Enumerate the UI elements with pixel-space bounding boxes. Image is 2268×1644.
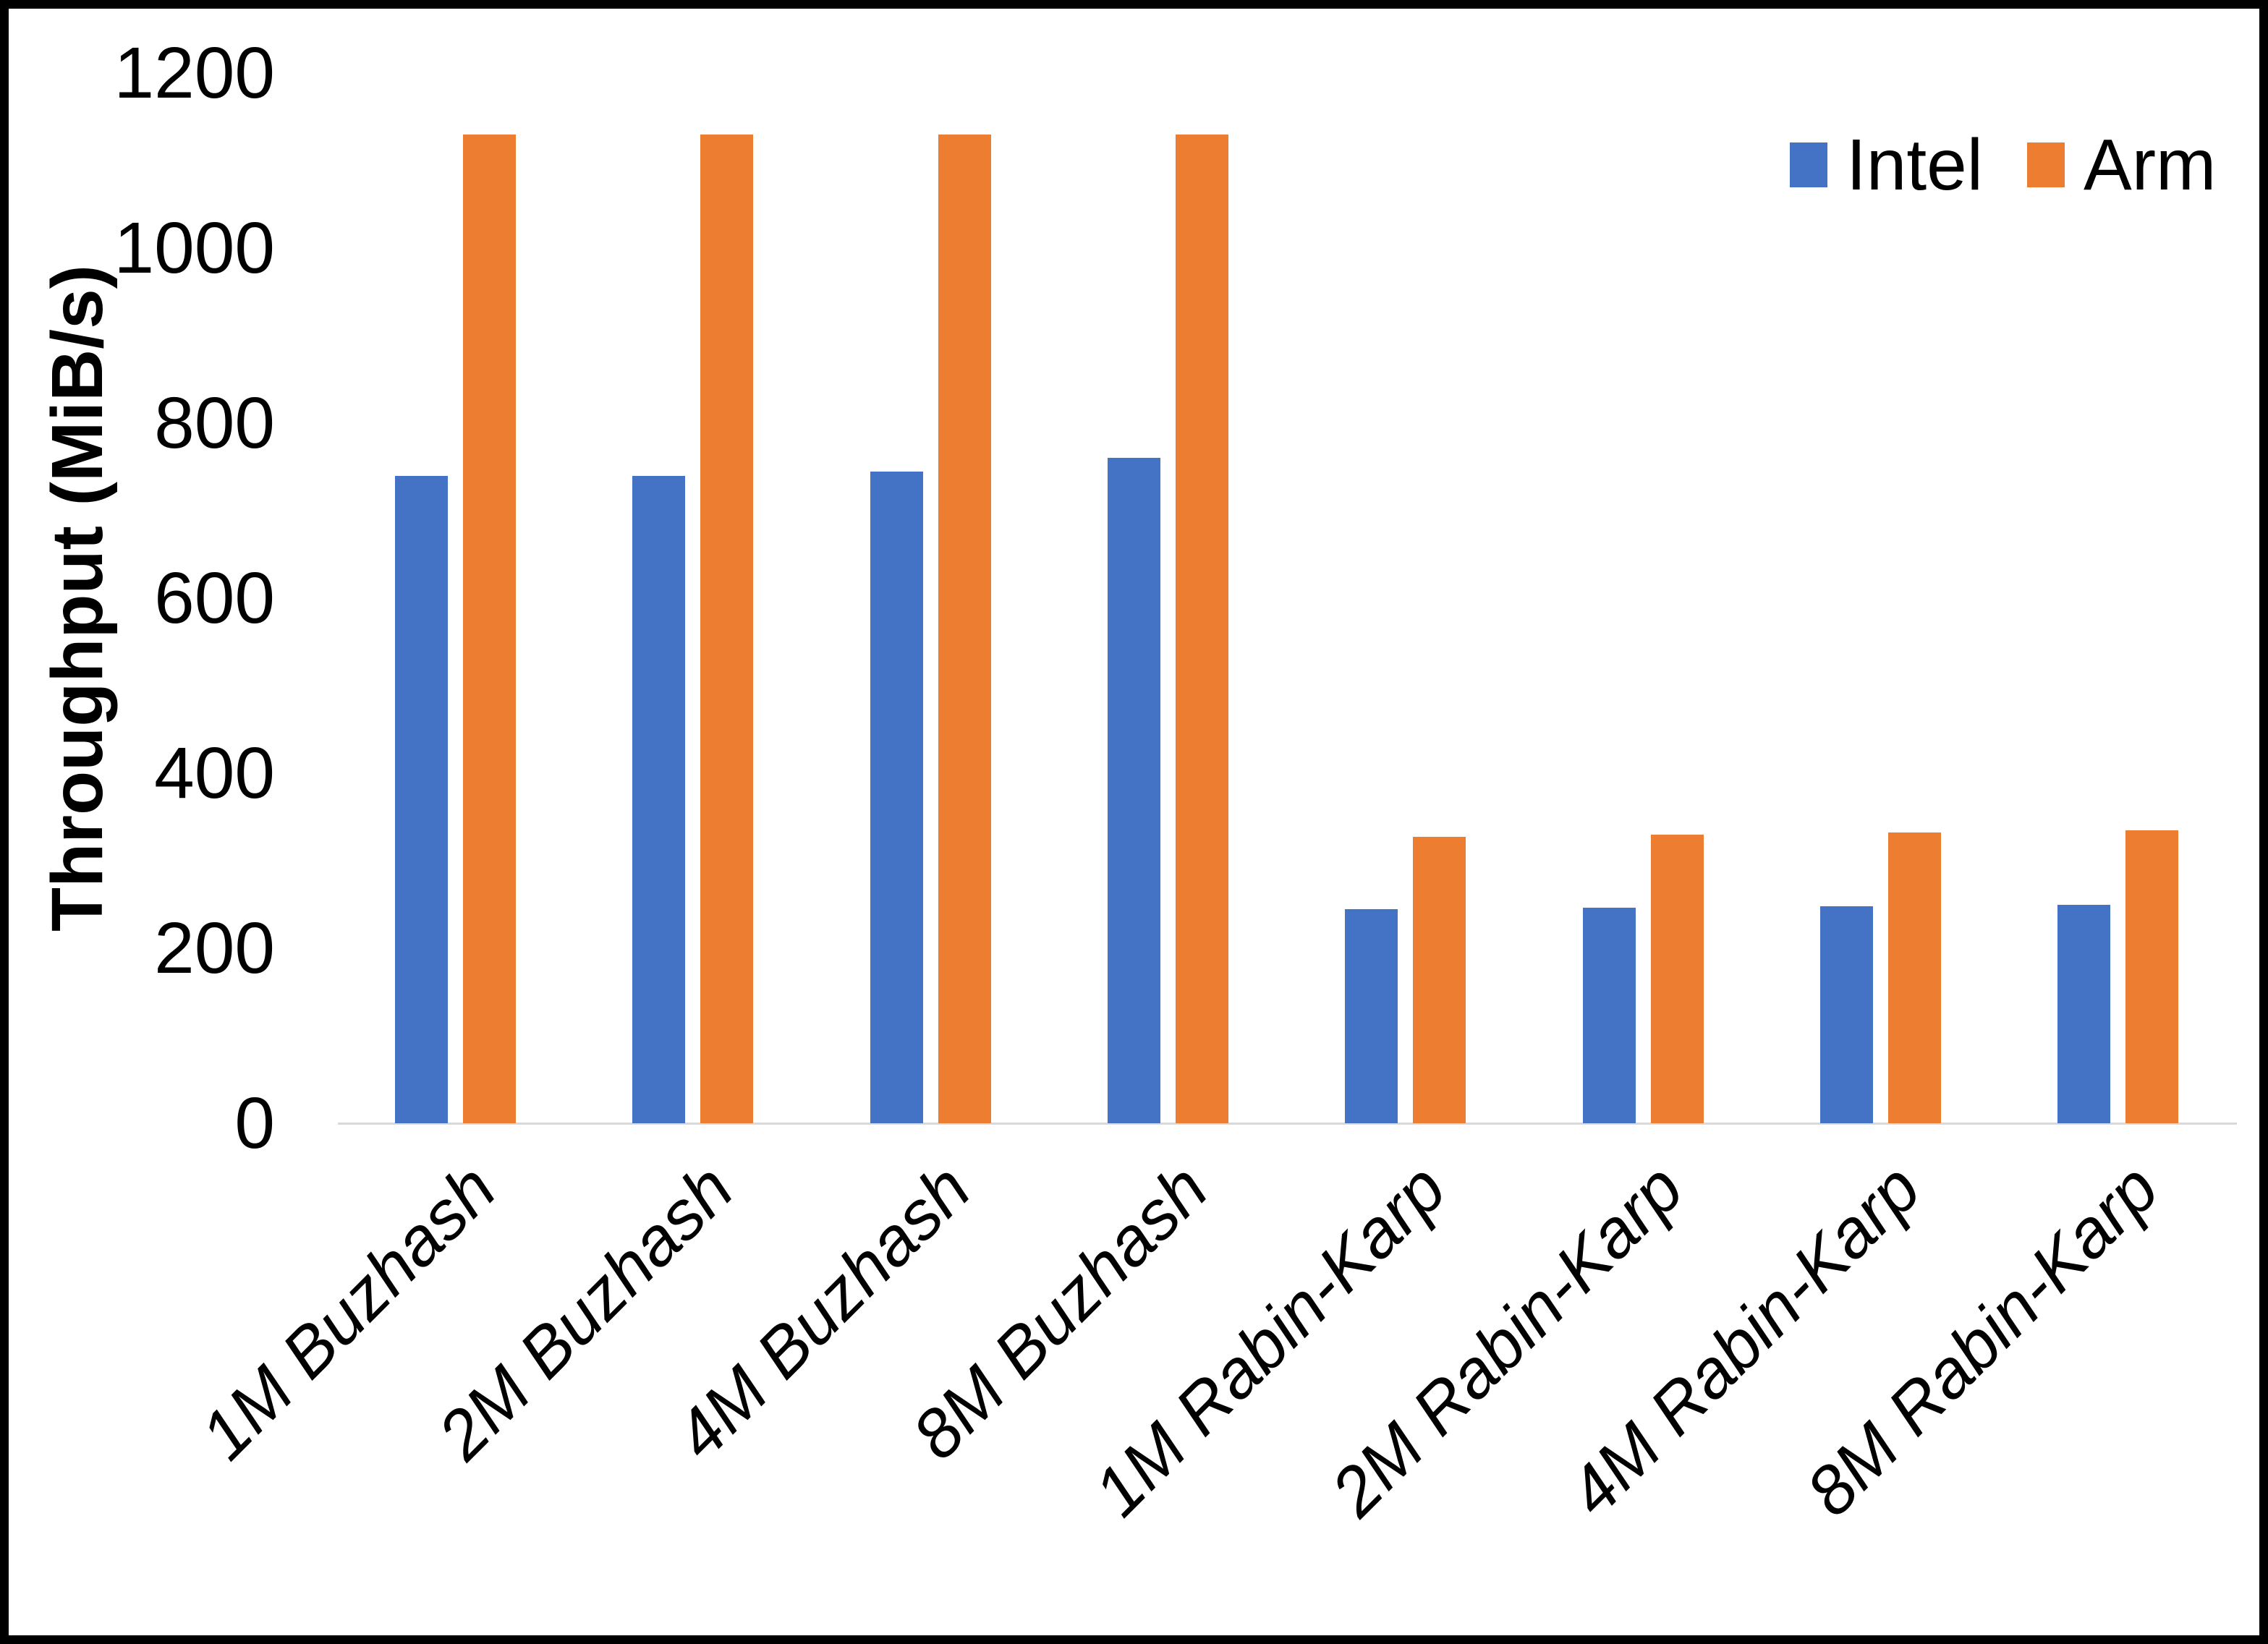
bar-arm-2m-buzhash [700, 134, 754, 1123]
bar-intel-2m-rabin-karp [1582, 908, 1636, 1123]
legend-label-arm: Arm [2084, 124, 2217, 205]
bar-arm-1m-buzhash [463, 134, 516, 1123]
bar-intel-1m-rabin-karp [1345, 908, 1398, 1123]
bar-arm-4m-buzhash [938, 134, 991, 1123]
bar-arm-8m-buzhash [1175, 134, 1228, 1123]
y-tick-label-0: 0 [234, 1083, 275, 1164]
bar-arm-2m-rabin-karp [1650, 834, 1704, 1123]
y-tick-label-600: 600 [154, 558, 275, 639]
y-tick-label-400: 400 [154, 733, 275, 814]
y-tick-label-200: 200 [154, 908, 275, 989]
bar-arm-8m-rabin-karp [2125, 830, 2179, 1123]
y-tick-label-800: 800 [154, 383, 275, 464]
bar-intel-1m-buzhash [395, 475, 448, 1123]
legend-label-intel: Intel [1846, 124, 1984, 205]
bar-intel-2m-buzhash [632, 475, 686, 1123]
legend-swatch-arm [2027, 142, 2065, 187]
y-tick-label-1000: 1000 [114, 208, 275, 289]
bar-arm-4m-rabin-karp [1887, 832, 1941, 1123]
bar-intel-4m-rabin-karp [1819, 906, 1873, 1123]
bar-intel-8m-rabin-karp [2057, 904, 2111, 1123]
bar-intel-8m-buzhash [1107, 458, 1160, 1123]
bar-arm-1m-rabin-karp [1413, 837, 1466, 1123]
bar-intel-4m-buzhash [870, 471, 923, 1123]
legend-swatch-intel [1790, 142, 1827, 187]
x-axis-line [338, 1123, 2237, 1125]
y-tick-label-1200: 1200 [114, 33, 275, 114]
